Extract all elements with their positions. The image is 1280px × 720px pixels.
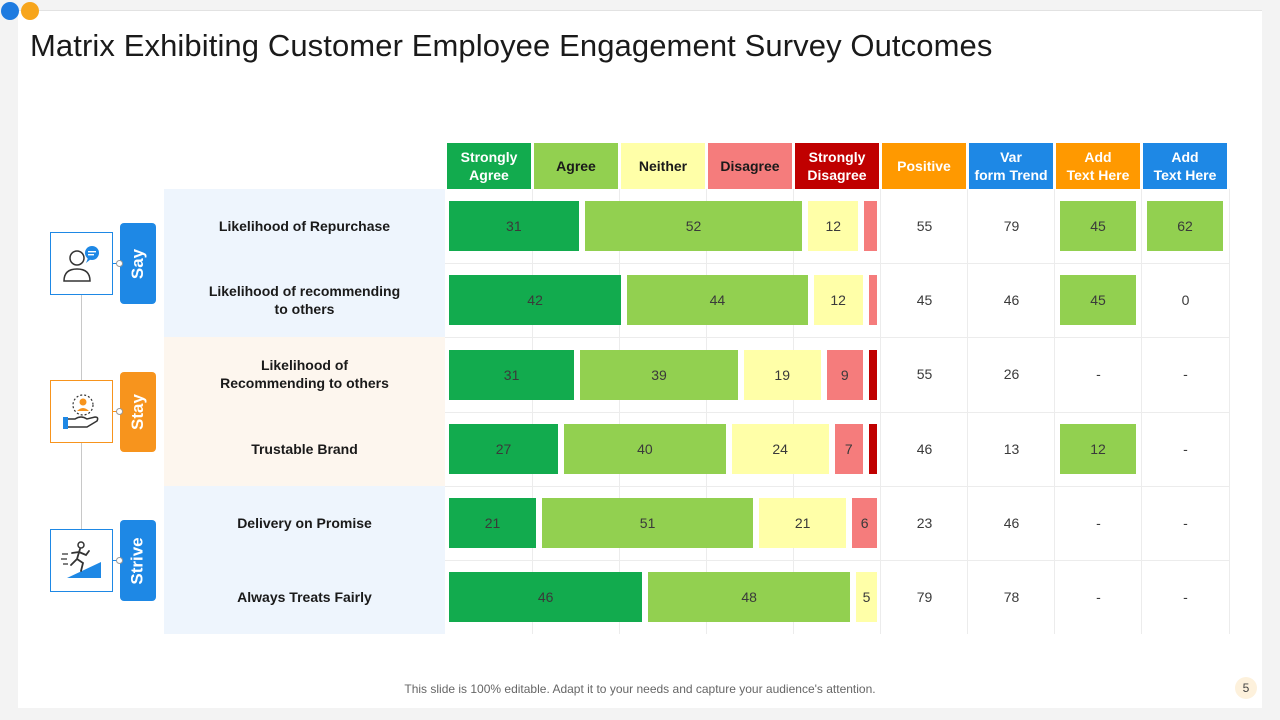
bar-segment: 7 (834, 423, 863, 474)
value-cell: - (1183, 589, 1188, 606)
column-header: Positive (882, 143, 966, 189)
row-label: Likelihood of recommending to others (164, 263, 445, 338)
value-cell: 0 (1181, 292, 1190, 309)
value-cell: 12 (1060, 423, 1136, 474)
person-speech-icon (50, 232, 113, 295)
grid-line (445, 263, 1230, 265)
grid-line (793, 189, 794, 634)
bar-segment (868, 275, 877, 326)
bar-segment (868, 423, 877, 474)
row-label: Delivery on Promise (164, 485, 445, 560)
column-header: Neither (621, 143, 705, 189)
blue-dot-icon (1, 2, 19, 20)
stay-node (116, 408, 123, 415)
value-cell: - (1183, 514, 1188, 531)
grid-line (445, 560, 1230, 561)
value-cell: 45 (1060, 201, 1136, 252)
row-label: Likelihood of Repurchase (164, 189, 445, 264)
bar-segment: 48 (648, 572, 850, 623)
value-cell: 46 (916, 440, 933, 457)
value-cell: - (1096, 589, 1101, 606)
hand-person-icon (50, 380, 113, 443)
bar-segment: 12 (808, 201, 859, 252)
grid-line (532, 189, 533, 634)
value-cell: - (1096, 514, 1101, 531)
page-number: 5 (1235, 677, 1257, 699)
grid-line (445, 411, 1230, 413)
value-cell: 45 (1060, 275, 1136, 326)
column-header: Agree (534, 143, 618, 189)
grid-line (1141, 189, 1142, 634)
column-header: Disagree (708, 143, 792, 189)
column-header: Strongly Disagree (795, 143, 879, 189)
column-header: Add Text Here (1143, 143, 1227, 189)
bar-segment: 40 (564, 423, 726, 474)
bar-segment: 6 (852, 497, 877, 548)
column-header: Var form Trend (969, 143, 1053, 189)
column-header: Add Text Here (1056, 143, 1140, 189)
bar-segment: 27 (449, 423, 559, 474)
bar-segment: 44 (627, 275, 808, 326)
grid-line (880, 189, 881, 634)
value-cell: 79 (916, 589, 933, 606)
bar-segment: 51 (542, 497, 754, 548)
grid-line (706, 189, 707, 634)
group-tab-say: Say (120, 223, 156, 304)
footer-note: This slide is 100% editable. Adapt it to… (404, 682, 876, 696)
bar-segment: 21 (449, 497, 536, 548)
bar-segment: 39 (580, 349, 738, 400)
bar-segment (868, 349, 877, 400)
row-label: Likelihood of Recommending to others (164, 337, 445, 412)
column-header: Strongly Agree (447, 143, 531, 189)
say-node (116, 260, 123, 267)
bar-segment: 9 (826, 349, 863, 400)
value-cell: 55 (916, 218, 933, 235)
value-cell: 26 (1003, 366, 1020, 383)
bar-segment: 46 (449, 572, 643, 623)
bar-segment (864, 201, 877, 252)
grid-line (445, 337, 1230, 339)
value-cell: - (1183, 440, 1188, 457)
value-cell: 62 (1147, 201, 1223, 252)
value-cell: 79 (1003, 218, 1020, 235)
page-title: Matrix Exhibiting Customer Employee Enga… (30, 28, 993, 63)
row-label: Always Treats Fairly (164, 560, 445, 635)
bar-segment: 42 (449, 275, 622, 326)
value-cell: 46 (1003, 292, 1020, 309)
bar-segment: 24 (731, 423, 829, 474)
strive-node (116, 557, 123, 564)
bar-segment: 31 (449, 201, 579, 252)
value-cell: 23 (916, 514, 933, 531)
orange-dot-icon (21, 2, 39, 20)
value-cell: - (1183, 366, 1188, 383)
group-tab-stay: Stay (120, 372, 156, 452)
grid-line (445, 485, 1230, 487)
bar-segment: 52 (584, 201, 803, 252)
bar-segment: 19 (743, 349, 821, 400)
value-cell: 46 (1003, 514, 1020, 531)
value-cell: 55 (916, 366, 933, 383)
value-cell: 13 (1003, 440, 1020, 457)
value-cell: 45 (916, 292, 933, 309)
bar-segment: 31 (449, 349, 575, 400)
grid-line (1229, 189, 1230, 634)
value-cell: 78 (1003, 589, 1020, 606)
value-cell: - (1096, 366, 1101, 383)
row-label: Trustable Brand (164, 411, 445, 486)
grid-line (619, 189, 620, 634)
bar-segment: 5 (856, 572, 877, 623)
bar-segment: 21 (759, 497, 847, 548)
runner-stairs-icon (50, 529, 113, 592)
group-tab-strive: Strive (120, 520, 156, 601)
bar-segment: 12 (813, 275, 863, 326)
grid-line (967, 189, 968, 634)
grid-line (1054, 189, 1055, 634)
